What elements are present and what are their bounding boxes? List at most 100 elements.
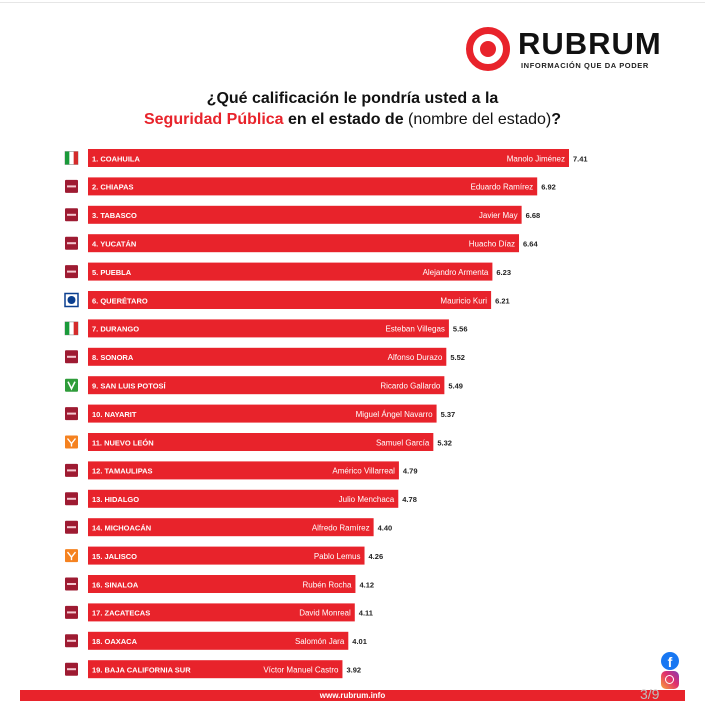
governor-label: Américo Villarreal [332, 467, 395, 476]
chart-title-line1: ¿Qué calificación le pondría usted a la [206, 90, 499, 107]
chart-row: 4. YUCATÁN Huacho Díaz 6.64 [65, 234, 538, 253]
bar [88, 603, 355, 622]
instagram-icon[interactable] [661, 671, 679, 689]
governor-label: Miguel Ángel Navarro [356, 410, 433, 419]
chart-row: 5. PUEBLA Alejandro Armenta 6.23 [65, 262, 511, 281]
state-label: 7. DURANGO [92, 325, 139, 334]
bar [88, 234, 520, 253]
logo-ring-icon [466, 27, 510, 71]
governor-label: Esteban Villegas [385, 325, 444, 334]
title-mid: en el estado de [283, 111, 409, 128]
state-label: 13. HIDALGO [92, 495, 139, 504]
state-label: 3. TABASCO [92, 211, 137, 220]
state-label: 6. QUERÉTARO [92, 296, 148, 305]
value-label: 5.56 [453, 325, 468, 334]
pri-logo-icon [64, 321, 79, 336]
value-label: 4.01 [352, 637, 367, 646]
rubrum-logo: RUBRUM INFORMACIÓN QUE DA PODER [466, 26, 686, 77]
governor-label: Manolo Jiménez [507, 154, 565, 163]
morena-logo-icon [65, 634, 78, 648]
chart-row: 9. SAN LUIS POTOSÍ Ricardo Gallardo 5.49 [65, 376, 463, 395]
instagram-lens-icon [665, 675, 674, 684]
value-label: 5.49 [448, 382, 463, 391]
value-label: 6.21 [495, 296, 510, 305]
morena-logo-icon [65, 265, 78, 279]
state-label: 19. BAJA CALIFORNIA SUR [92, 666, 191, 675]
bar [88, 177, 538, 196]
governor-label: Víctor Manuel Castro [263, 666, 339, 675]
state-label: 8. SONORA [92, 353, 134, 362]
chart-row: 18. OAXACA Salomón Jara 4.01 [65, 631, 367, 650]
value-label: 4.79 [403, 467, 418, 476]
bar [88, 376, 445, 395]
bar [88, 404, 437, 423]
value-label: 6.64 [523, 240, 538, 249]
facebook-icon[interactable]: f [661, 652, 679, 670]
value-label: 5.37 [441, 410, 456, 419]
governor-label: Alfonso Durazo [388, 353, 443, 362]
state-label: 14. MICHOACÁN [92, 524, 151, 533]
chart-row: 12. TAMAULIPAS Américo Villarreal 4.79 [65, 461, 418, 480]
value-label: 4.78 [402, 495, 417, 504]
bar [88, 433, 434, 451]
governor-label: Eduardo Ramírez [470, 183, 533, 192]
value-label: 4.26 [369, 552, 384, 561]
bar [88, 546, 365, 565]
governor-label: Mauricio Kuri [440, 296, 487, 305]
morena-logo-icon [65, 662, 78, 676]
value-label: 6.92 [541, 183, 556, 192]
mc-logo-icon [65, 435, 78, 449]
morena-logo-icon [65, 179, 78, 193]
value-label: 6.23 [496, 268, 511, 277]
governor-label: Rubén Rocha [303, 580, 352, 589]
governor-label: Huacho Díaz [469, 240, 515, 249]
state-label: 9. SAN LUIS POTOSÍ [92, 382, 167, 391]
bar [88, 489, 399, 508]
state-label: 2. CHIAPAS [92, 183, 134, 192]
state-label: 17. ZACATECAS [92, 609, 150, 618]
bar [88, 660, 343, 679]
chart-row: 7. DURANGO Esteban Villegas 5.56 [64, 319, 468, 338]
chart-row: 14. MICHOACÁN Alfredo Ramírez 4.40 [65, 518, 393, 537]
footer-url[interactable]: www.rubrum.info [319, 691, 386, 700]
bar [88, 262, 493, 281]
value-label: 4.40 [378, 524, 393, 533]
morena-logo-icon [65, 463, 78, 477]
page-indicator: 3/9 [640, 686, 660, 702]
chart-row: 15. JALISCO Pablo Lemus 4.26 [65, 546, 384, 565]
state-label: 16. SINALOA [92, 580, 139, 589]
logo-tagline: INFORMACIÓN QUE DA PODER [521, 61, 649, 70]
footer-bar [20, 690, 685, 701]
governor-label: Samuel García [376, 438, 430, 447]
bar [88, 518, 374, 537]
bar [88, 291, 492, 309]
state-label: 1. COAHUILA [92, 154, 141, 163]
chart-row: 2. CHIAPAS Eduardo Ramírez 6.92 [65, 177, 556, 196]
chart-row: 13. HIDALGO Julio Menchaca 4.78 [65, 489, 417, 508]
bar [88, 319, 449, 338]
chart-row: 1. COAHUILA Manolo Jiménez 7.41 [64, 149, 588, 167]
morena-logo-icon [65, 577, 78, 591]
governor-label: Alfredo Ramírez [312, 524, 370, 533]
governor-label: Pablo Lemus [314, 552, 361, 561]
state-label: 10. NAYARIT [92, 410, 137, 419]
morena-logo-icon [65, 407, 78, 421]
chart-row: 16. SINALOA Rubén Rocha 4.12 [65, 575, 374, 593]
logo-name: RUBRUM [518, 26, 662, 61]
value-label: 5.52 [450, 353, 465, 362]
chart-row: 8. SONORA Alfonso Durazo 5.52 [65, 347, 465, 366]
value-label: 6.68 [526, 211, 541, 220]
chart-row: 6. QUERÉTARO Mauricio Kuri 6.21 [64, 291, 510, 309]
governor-label: Alejandro Armenta [423, 268, 489, 277]
chart-row: 11. NUEVO LEÓN Samuel García 5.32 [65, 433, 452, 451]
bar [88, 149, 569, 167]
state-label: 11. NUEVO LEÓN [92, 438, 154, 447]
bar [88, 461, 399, 480]
chart-row: 3. TABASCO Javier May 6.68 [65, 205, 541, 224]
value-label: 4.11 [359, 609, 373, 618]
bar [88, 347, 447, 366]
pvem-logo-icon [65, 378, 78, 392]
pri-logo-icon [64, 151, 79, 165]
value-label: 7.41 [573, 154, 588, 163]
